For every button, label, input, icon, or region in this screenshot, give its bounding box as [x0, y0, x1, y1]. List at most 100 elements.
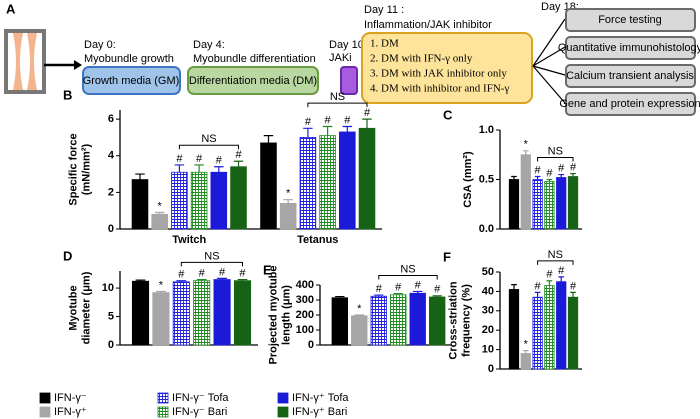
outputs: Force testing Quantitative immunohistolo… — [532, 8, 700, 116]
legend-label: IFN-γ⁺ Tofa — [292, 392, 349, 404]
bar — [151, 213, 168, 230]
significance-mark: # — [570, 280, 577, 292]
bracket-label: NS — [400, 263, 415, 275]
legend-swatch — [157, 406, 169, 418]
stage-box — [340, 66, 358, 95]
significance-mark: # — [219, 266, 226, 278]
bar — [358, 127, 376, 230]
panel-label: E — [263, 262, 272, 277]
y-axis-label: diameter (μm) — [80, 271, 92, 344]
connector — [532, 46, 566, 67]
error-bar — [174, 164, 185, 173]
y-axis-label: length (μm) — [280, 285, 292, 345]
legend-swatch — [157, 392, 169, 404]
legend-label: IFN-γ⁺ Bari — [292, 406, 347, 418]
y-tick-label: 6 — [108, 113, 114, 125]
bracket-label: NS — [204, 250, 219, 262]
y-axis-label: Projected myotube — [267, 265, 279, 364]
significance-mark: # — [415, 279, 422, 291]
error-bar — [303, 127, 313, 138]
significance-mark: * — [357, 303, 362, 315]
bar — [351, 315, 368, 346]
bar — [544, 181, 555, 230]
y-tick-label: 5 — [108, 310, 114, 322]
significance-mark: # — [376, 283, 383, 295]
bar — [233, 280, 252, 346]
bar — [193, 280, 211, 346]
y-tick-label: 0 — [488, 363, 494, 375]
bracket — [537, 260, 574, 265]
bar — [508, 289, 520, 370]
error-bar — [283, 199, 293, 204]
legend-swatch — [277, 406, 289, 418]
output-label: Force testing — [598, 14, 662, 26]
error-bar — [233, 160, 244, 167]
bar — [319, 135, 336, 230]
y-tick-label: 0 — [108, 339, 114, 351]
bar — [279, 202, 297, 230]
bracket-label: NS — [548, 145, 563, 157]
bar — [520, 353, 531, 370]
bar — [532, 179, 543, 230]
error-bar — [511, 284, 517, 290]
bar — [520, 154, 531, 230]
error-bar — [522, 349, 529, 354]
legend-swatch — [277, 392, 289, 404]
panel-label: D — [63, 248, 72, 263]
bar — [213, 279, 231, 346]
error-bar — [156, 290, 166, 293]
panel-label: B — [63, 87, 72, 102]
y-tick-label: 0.0 — [479, 223, 494, 235]
output-label: Quantitative immunohistology — [558, 42, 700, 54]
error-bar — [217, 277, 227, 280]
y-tick-label: 30 — [482, 305, 494, 317]
error-bar — [135, 279, 146, 282]
stage-day: Day 11 : — [364, 4, 404, 16]
myobundle-frame — [4, 29, 46, 94]
significance-mark: # — [558, 162, 565, 174]
significance-mark: # — [434, 284, 441, 296]
stage-box — [187, 66, 319, 95]
bar — [299, 137, 317, 230]
myobundle — [27, 33, 37, 90]
bracket-label: NS — [548, 249, 563, 261]
bracket — [180, 261, 243, 267]
y-tick-label: 10 — [102, 282, 114, 294]
arrow-head — [74, 60, 82, 70]
stage-day: Day 10: — [329, 39, 367, 51]
y-tick-label: 2 — [108, 186, 114, 198]
y-tick-label: 4 — [108, 150, 115, 162]
output-label: Calcium transient analysis — [566, 70, 694, 82]
error-bar — [546, 178, 553, 182]
bar — [567, 176, 579, 230]
y-axis-label: (mN/mm²) — [80, 144, 92, 196]
x-tick-label: Twitch — [172, 234, 206, 246]
significance-mark: # — [305, 116, 312, 128]
output-label: Gene and protein expression — [559, 98, 700, 110]
stage-box — [82, 66, 181, 95]
bar — [544, 285, 555, 370]
panel-label: F — [443, 249, 451, 264]
significance-mark: * — [524, 338, 529, 350]
significance-mark: * — [524, 139, 529, 151]
error-bar — [393, 292, 403, 295]
bar — [508, 179, 520, 230]
bracket — [178, 144, 240, 150]
y-tick-label: 0 — [308, 339, 314, 351]
legend-label: IFN-γ⁺ — [54, 406, 87, 418]
significance-mark: # — [325, 114, 332, 126]
error-bar — [154, 211, 165, 215]
error-bar — [534, 291, 541, 298]
bar — [370, 295, 387, 346]
significance-mark: # — [558, 265, 565, 277]
y-tick-label: 0 — [108, 223, 114, 235]
stage-box-label: Growth media (GM) — [83, 75, 180, 87]
connector — [532, 65, 566, 104]
significance-mark: # — [239, 267, 246, 279]
error-bar — [263, 135, 274, 143]
treatment: 1. DM — [370, 38, 399, 50]
stage-title: Myobundle growth — [84, 53, 174, 65]
error-bar — [570, 172, 576, 177]
error-bar — [214, 166, 224, 173]
